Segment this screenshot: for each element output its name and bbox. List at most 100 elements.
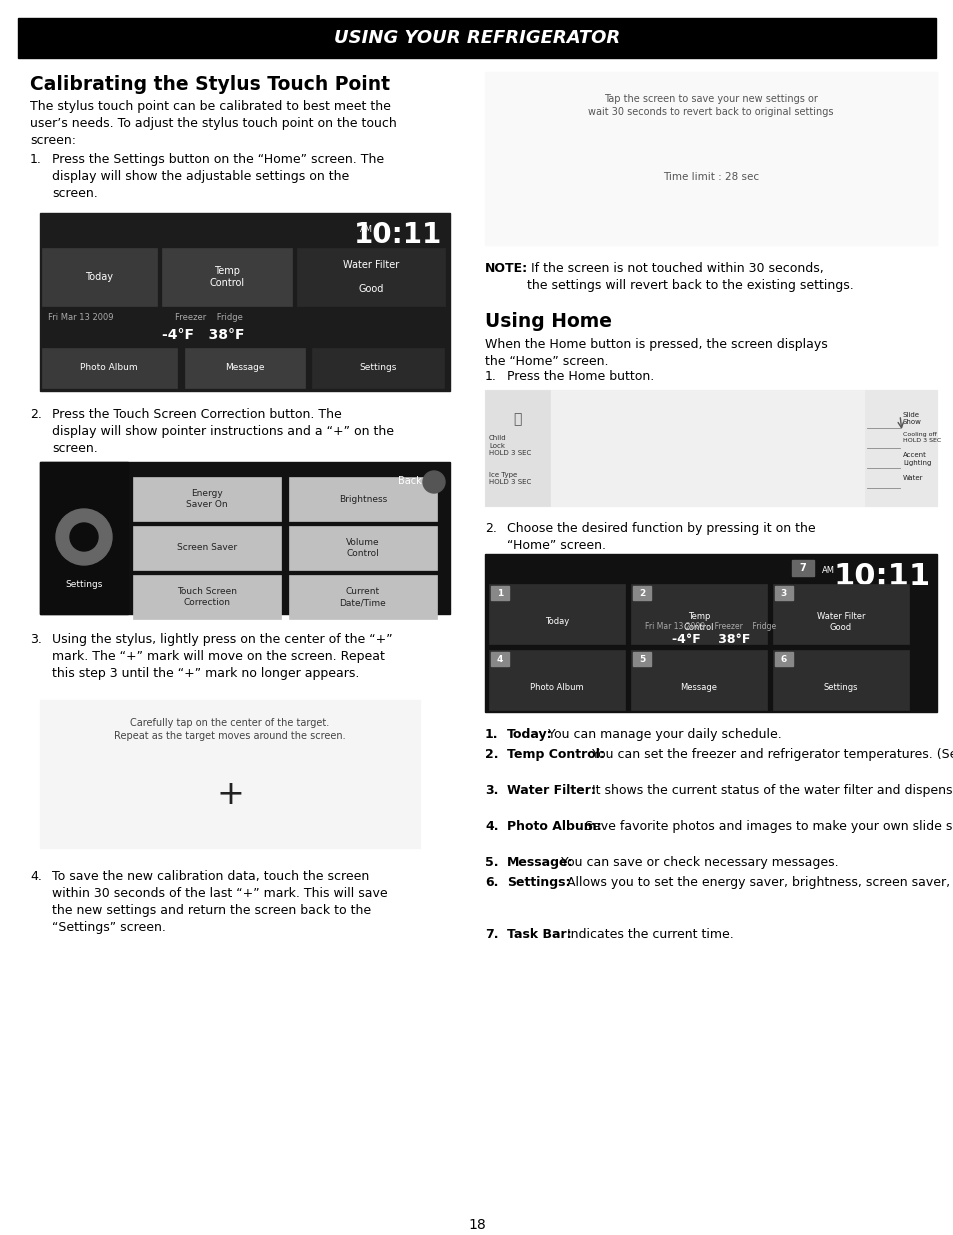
- Text: 18: 18: [468, 1218, 485, 1233]
- Text: Message: Message: [225, 363, 265, 373]
- Bar: [491, 652, 509, 666]
- Bar: [312, 348, 443, 388]
- Bar: [289, 576, 436, 619]
- Text: -4°F   38°F: -4°F 38°F: [162, 329, 244, 342]
- Circle shape: [70, 522, 98, 551]
- Text: Temp Control:: Temp Control:: [506, 748, 604, 761]
- Bar: [484, 390, 550, 506]
- Text: 5.: 5.: [484, 856, 498, 869]
- Bar: [791, 559, 813, 576]
- Text: Save favorite photos and images to make your own slide show.: Save favorite photos and images to make …: [580, 820, 953, 832]
- Bar: [633, 652, 650, 666]
- Text: Settings: Settings: [822, 683, 858, 693]
- Text: Today: Today: [544, 618, 569, 626]
- Text: You can set the freezer and refrigerator temperatures. (See page 27.): You can set the freezer and refrigerator…: [587, 748, 953, 761]
- Text: 6.: 6.: [484, 876, 497, 889]
- Text: Using the stylus, lightly press on the center of the “+”
mark. The “+” mark will: Using the stylus, lightly press on the c…: [52, 634, 393, 680]
- Text: 3: 3: [781, 589, 786, 598]
- Text: Allows you to set the energy saver, brightness, screen saver, volume control, to: Allows you to set the energy saver, brig…: [562, 876, 953, 889]
- Text: Fri Mar 13 2009    Freezer    Fridge: Fri Mar 13 2009 Freezer Fridge: [645, 622, 776, 631]
- Text: 2.: 2.: [30, 408, 42, 421]
- Text: 3.: 3.: [30, 634, 42, 646]
- Text: Settings:: Settings:: [506, 876, 570, 889]
- Text: 2.: 2.: [484, 522, 497, 535]
- Bar: [296, 248, 444, 306]
- Text: Message:: Message:: [506, 856, 573, 869]
- Bar: [772, 584, 908, 643]
- Bar: [40, 212, 450, 391]
- Text: When the Home button is pressed, the screen displays
the “Home” screen.: When the Home button is pressed, the scr…: [484, 338, 827, 368]
- Text: If the screen is not touched within 30 seconds,
the settings will revert back to: If the screen is not touched within 30 s…: [526, 262, 853, 291]
- Text: 1.: 1.: [484, 370, 497, 383]
- Text: Temp
Control: Temp Control: [683, 613, 714, 632]
- Text: The stylus touch point can be calibrated to best meet the
user’s needs. To adjus: The stylus touch point can be calibrated…: [30, 100, 396, 147]
- Text: Water Filter:: Water Filter:: [506, 784, 596, 797]
- Bar: [633, 585, 650, 600]
- Bar: [18, 19, 935, 58]
- Text: Photo Album:: Photo Album:: [506, 820, 601, 832]
- Text: Using Home: Using Home: [484, 312, 612, 331]
- Text: Photo Album: Photo Album: [530, 683, 583, 693]
- Text: Carefully tap on the center of the target.
Repeat as the target moves around the: Carefully tap on the center of the targe…: [114, 718, 345, 741]
- Bar: [774, 585, 792, 600]
- Text: Message: Message: [679, 683, 717, 693]
- Bar: [289, 526, 436, 571]
- Bar: [630, 584, 766, 643]
- Text: AM: AM: [821, 566, 834, 576]
- Bar: [864, 390, 936, 506]
- Bar: [289, 477, 436, 521]
- Text: 2.: 2.: [484, 748, 498, 761]
- Text: 4.: 4.: [484, 820, 498, 832]
- Text: 10:11: 10:11: [354, 221, 441, 249]
- Bar: [484, 555, 936, 713]
- Bar: [484, 72, 936, 245]
- Bar: [489, 650, 624, 710]
- Text: Today: Today: [85, 272, 112, 282]
- Text: Energy
Saver On: Energy Saver On: [186, 489, 228, 509]
- Text: Press the Touch Screen Correction button. The
display will show pointer instruct: Press the Touch Screen Correction button…: [52, 408, 394, 454]
- Text: 2: 2: [639, 589, 644, 598]
- Text: 3.: 3.: [484, 784, 497, 797]
- Text: Cooling off
HOLD 3 SEC: Cooling off HOLD 3 SEC: [902, 432, 941, 443]
- Text: NOTE:: NOTE:: [484, 262, 528, 275]
- Text: 6: 6: [781, 655, 786, 663]
- Bar: [40, 462, 128, 614]
- Text: Water Filter

Good: Water Filter Good: [342, 259, 398, 294]
- Text: AM: AM: [359, 225, 373, 233]
- Text: You can save or check necessary messages.: You can save or check necessary messages…: [556, 856, 838, 869]
- Text: 1: 1: [497, 589, 502, 598]
- Bar: [484, 390, 936, 506]
- Circle shape: [56, 509, 112, 564]
- Bar: [132, 576, 281, 619]
- Text: 5: 5: [639, 655, 644, 663]
- Text: Fri Mar 13 2009: Fri Mar 13 2009: [48, 312, 113, 322]
- Bar: [42, 248, 157, 306]
- Text: Volume
Control: Volume Control: [346, 538, 379, 558]
- Text: Water: Water: [902, 475, 923, 480]
- Text: Touch Screen
Correction: Touch Screen Correction: [177, 587, 236, 608]
- Text: You can manage your daily schedule.: You can manage your daily schedule.: [543, 727, 781, 741]
- Text: Ice Type
HOLD 3 SEC: Ice Type HOLD 3 SEC: [489, 472, 531, 485]
- Text: ✋: ✋: [513, 412, 520, 426]
- Bar: [40, 462, 450, 614]
- Bar: [42, 348, 177, 388]
- Text: Settings: Settings: [359, 363, 396, 373]
- Text: Press the Settings button on the “Home” screen. The
display will show the adjust: Press the Settings button on the “Home” …: [52, 153, 384, 200]
- Text: -4°F    38°F: -4°F 38°F: [671, 634, 749, 646]
- Bar: [40, 700, 419, 848]
- Text: Slide
Show: Slide Show: [902, 412, 921, 426]
- Text: USING YOUR REFRIGERATOR: USING YOUR REFRIGERATOR: [334, 28, 619, 47]
- Bar: [772, 650, 908, 710]
- Text: 7: 7: [799, 563, 805, 573]
- Text: Screen Saver: Screen Saver: [176, 543, 236, 552]
- Text: Brightness: Brightness: [338, 494, 387, 504]
- Text: Task Bar:: Task Bar:: [506, 927, 571, 941]
- Text: 1.: 1.: [484, 727, 498, 741]
- Text: Child
Lock
HOLD 3 SEC: Child Lock HOLD 3 SEC: [489, 435, 531, 456]
- Text: Settings: Settings: [65, 580, 103, 589]
- Text: Press the Home button.: Press the Home button.: [506, 370, 654, 383]
- Bar: [489, 584, 624, 643]
- Text: 4.: 4.: [30, 869, 42, 883]
- Text: Calibrating the Stylus Touch Point: Calibrating the Stylus Touch Point: [30, 75, 390, 94]
- Text: Freezer    Fridge: Freezer Fridge: [174, 312, 243, 322]
